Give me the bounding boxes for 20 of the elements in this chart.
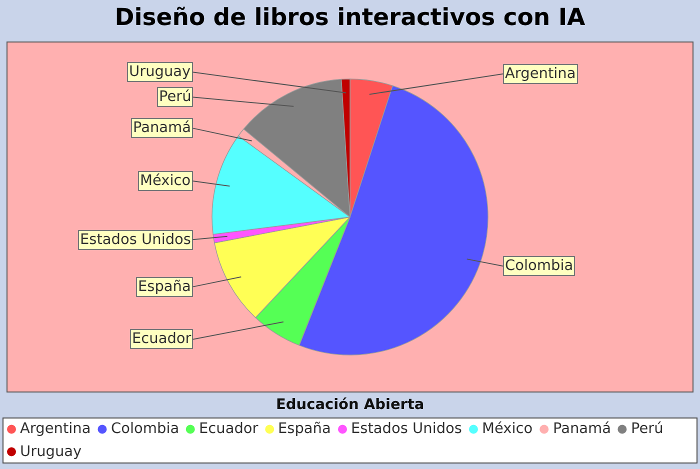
slice-label: Estados Unidos xyxy=(80,232,191,248)
legend-label: Perú xyxy=(631,421,664,437)
legend-label: España xyxy=(278,421,331,437)
slice-label: España xyxy=(138,279,191,295)
slice-label: Perú xyxy=(159,89,192,105)
slice-label: México xyxy=(140,173,191,189)
slice-label: Uruguay xyxy=(129,64,192,80)
slice-label: Colombia xyxy=(505,258,574,274)
slice-label: Panamá xyxy=(133,120,192,136)
category-label: Panamá xyxy=(553,421,612,437)
legend-label: México xyxy=(482,421,533,437)
legend-label: Estados Unidos xyxy=(351,421,462,437)
legend-label: Ecuador xyxy=(199,421,258,437)
chart-title: Diseño de libros interactivos con IA xyxy=(114,3,586,32)
legend-label: Argentina xyxy=(20,421,91,437)
slice-label: Ecuador xyxy=(132,331,192,347)
slice-label: Argentina xyxy=(505,66,576,82)
legend-label: Uruguay xyxy=(20,444,82,460)
legend-label: Colombia xyxy=(111,421,180,437)
legend-title: Educación Abierta xyxy=(276,397,424,413)
